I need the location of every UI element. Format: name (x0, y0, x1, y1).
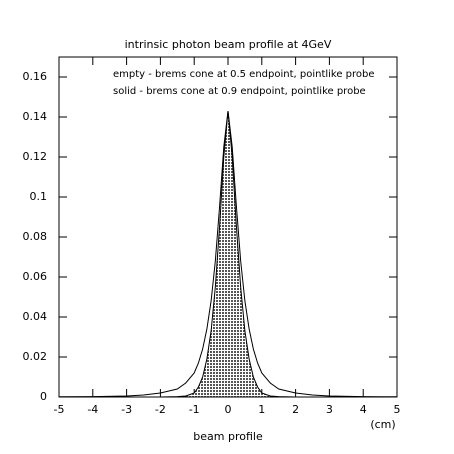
x-tick-label: 4 (360, 403, 367, 416)
x-axis-label: beam profile (193, 430, 263, 443)
annotation: empty - brems cone at 0.5 endpoint, poin… (113, 69, 375, 80)
x-tick-label: -1 (189, 403, 200, 416)
x-tick-label: -3 (121, 403, 132, 416)
y-tick-label: 0 (40, 390, 47, 403)
y-tick-label: 0.12 (23, 150, 48, 163)
filled-curve (59, 110, 397, 398)
y-tick-label: 0.14 (23, 110, 48, 123)
chart-title: intrinsic photon beam profile at 4GeV (125, 38, 332, 51)
annotation: solid - brems cone at 0.9 endpoint, poin… (113, 86, 366, 97)
x-tick-label: 2 (292, 403, 299, 416)
y-tick-label: 0.06 (23, 270, 48, 283)
x-tick-label: 1 (258, 403, 265, 416)
x-tick-label: 5 (394, 403, 401, 416)
y-tick-label: 0.08 (23, 230, 48, 243)
y-tick-label: 0.02 (23, 350, 48, 363)
x-tick-label: 3 (326, 403, 333, 416)
x-tick-label: -2 (155, 403, 166, 416)
curve (58, 110, 398, 398)
y-tick-label: 0.04 (23, 310, 48, 323)
x-tick-label: -5 (54, 403, 65, 416)
x-axis-unit: (cm) (370, 418, 395, 431)
y-tick-label: 0.1 (30, 190, 48, 203)
x-tick-label: -4 (87, 403, 98, 416)
x-tick-label: 0 (225, 403, 232, 416)
y-tick-label: 0.16 (23, 70, 48, 83)
